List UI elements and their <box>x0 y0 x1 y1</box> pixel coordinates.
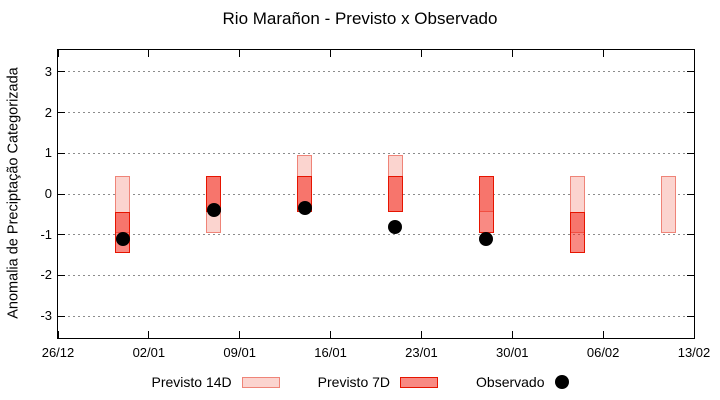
x-axis-tick-label: 30/01 <box>496 345 529 360</box>
x-tick-mark <box>511 50 513 57</box>
x-axis-tick-label: 26/12 <box>41 345 75 360</box>
gridline <box>58 193 694 195</box>
legend-swatch-previsto-7d <box>400 376 439 388</box>
gridline <box>58 71 694 73</box>
x-tick-mark <box>239 50 241 57</box>
x-tick-mark <box>148 331 150 338</box>
observado-point <box>115 231 130 246</box>
legend-observado-dot-icon <box>554 375 569 389</box>
y-axis-tick-label: -1 <box>40 226 52 242</box>
gridline <box>58 274 694 276</box>
observado-point <box>297 201 312 216</box>
x-tick-mark <box>420 331 422 338</box>
y-tick-mark <box>58 193 65 195</box>
legend-item-previsto-7d: Previsto 7D <box>317 374 439 390</box>
x-tick-mark <box>693 331 695 338</box>
y-axis-tick-label: -3 <box>40 308 52 324</box>
y-tick-mark <box>58 274 65 276</box>
x-axis-tick-label: 16/01 <box>314 345 347 360</box>
x-axis-tick-label: 09/01 <box>223 345 256 360</box>
legend-label-previsto-7d: Previsto 7D <box>317 374 391 390</box>
plot-area: -3 -2 -1 0 1 2 3 26/12 02/01 09/01 16/01 23/01 30/01… <box>40 49 710 360</box>
observado-point <box>388 219 403 234</box>
x-tick-mark <box>693 50 695 57</box>
previsto-14d-bar <box>660 175 676 233</box>
x-tick-mark <box>148 50 150 57</box>
observado-point <box>479 231 494 246</box>
x-tick-mark <box>420 50 422 57</box>
x-tick-mark <box>330 331 332 338</box>
y-axis-tick-label: -2 <box>40 267 52 283</box>
previsto-7d-bar <box>387 175 403 213</box>
y-tick-mark <box>687 112 694 114</box>
previsto-7d-bar <box>569 212 585 253</box>
gridline <box>58 234 694 236</box>
y-axis-tick-label: 3 <box>44 63 52 79</box>
x-tick-mark <box>57 331 59 338</box>
gridline <box>58 152 694 154</box>
y-tick-mark <box>687 152 694 154</box>
legend-swatch-previsto-14d <box>241 376 280 388</box>
legend-item-observado: Observado <box>476 374 569 390</box>
gridline <box>58 315 694 317</box>
x-axis-tick-label: 13/02 <box>677 345 711 360</box>
y-tick-mark <box>58 234 65 236</box>
x-axis-tick-label: 06/02 <box>586 345 620 360</box>
y-axis-tick-label: 2 <box>44 104 52 120</box>
legend: Previsto 14D Previsto 7D Observado <box>0 370 720 394</box>
x-tick-mark <box>511 331 513 338</box>
legend-item-previsto-14d: Previsto 14D <box>152 374 280 390</box>
y-tick-mark <box>58 71 65 73</box>
y-tick-mark <box>58 315 65 317</box>
y-tick-mark <box>687 274 694 276</box>
x-tick-mark <box>57 50 59 57</box>
y-tick-mark <box>687 234 694 236</box>
y-axis-tick-label: 0 <box>44 186 52 201</box>
y-tick-mark <box>58 152 65 154</box>
x-tick-mark <box>239 331 241 338</box>
x-tick-mark <box>602 331 604 338</box>
gridline <box>58 112 694 114</box>
x-tick-mark <box>330 50 332 57</box>
y-tick-mark <box>687 315 694 317</box>
previsto-7d-bar <box>478 175 494 233</box>
x-axis-tick-label: 02/01 <box>132 345 166 360</box>
y-tick-mark <box>687 193 694 195</box>
x-tick-mark <box>602 50 604 57</box>
legend-label-observado: Observado <box>476 374 545 390</box>
x-axis-tick-label: 23/01 <box>405 345 438 360</box>
y-tick-mark <box>58 112 65 114</box>
y-axis-tick-label: 1 <box>44 145 52 161</box>
observado-point <box>206 203 221 218</box>
y-tick-mark <box>687 71 694 73</box>
legend-label-previsto-14d: Previsto 14D <box>151 374 232 390</box>
chart-title: Rio Marañon - Previsto x Observado <box>222 9 498 28</box>
